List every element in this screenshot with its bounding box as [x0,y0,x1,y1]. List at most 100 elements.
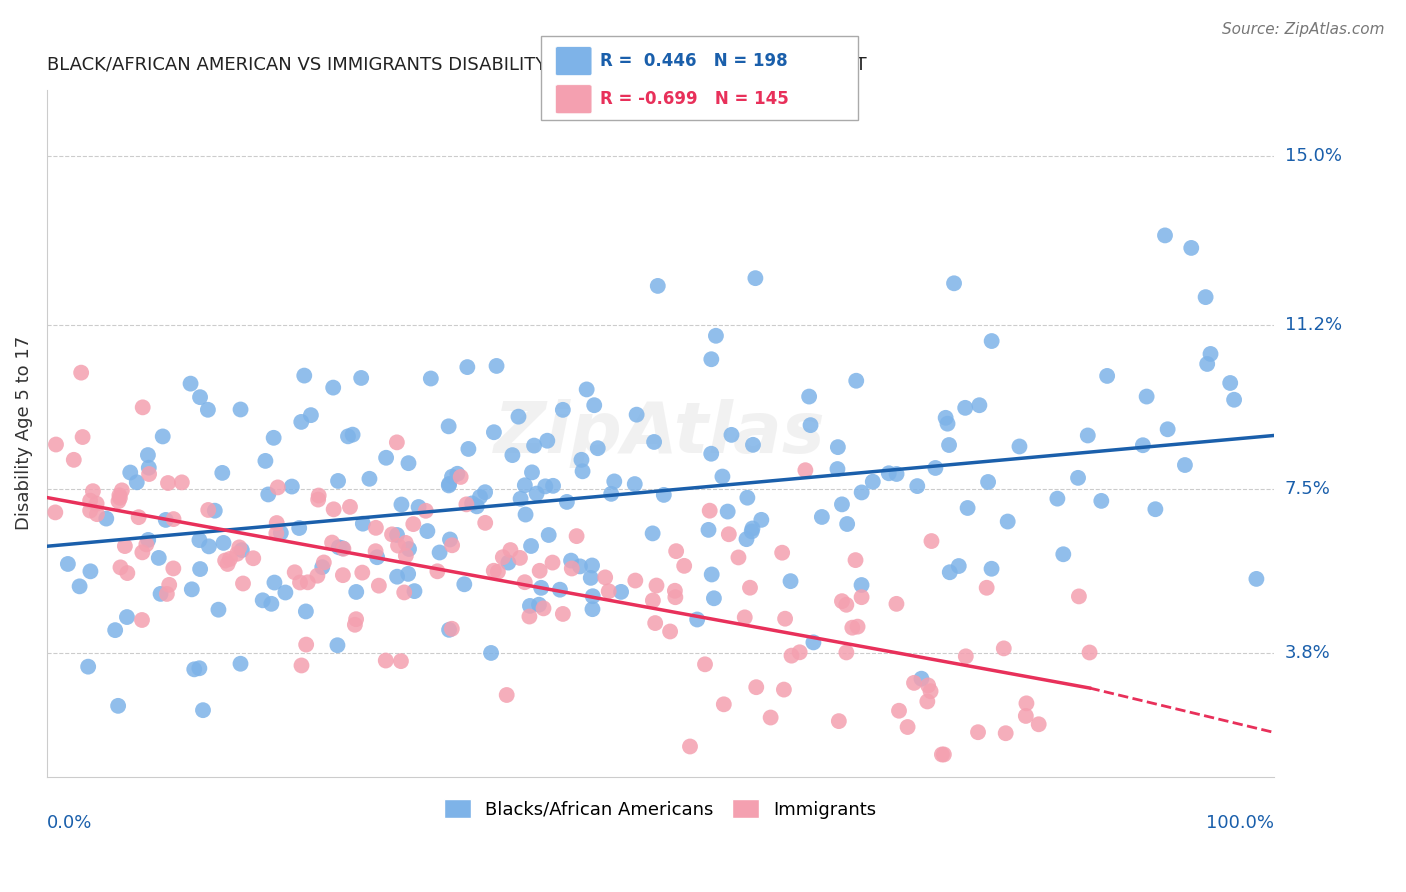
Point [1219,376,1241,390]
Point [851,590,873,604]
Point [404,584,426,599]
Point [741,524,763,539]
Point [367,579,389,593]
Point [395,549,418,563]
Point [385,570,408,584]
Point [571,464,593,478]
Point [741,521,763,535]
Point [977,475,1000,489]
Legend: Blacks/African Americans, Immigrants: Blacks/African Americans, Immigrants [437,792,884,826]
Point [515,508,537,522]
Point [131,401,153,415]
Point [326,638,349,652]
Point [117,566,139,580]
Point [62,453,84,467]
Point [398,456,420,470]
Point [1095,368,1118,383]
Point [242,551,264,566]
Point [745,680,768,694]
Point [1154,228,1177,243]
Point [905,479,928,493]
Point [111,483,134,498]
Point [86,497,108,511]
Point [828,714,851,728]
Point [711,469,734,483]
Point [79,503,101,517]
Point [734,610,756,624]
Point [198,540,221,554]
Point [96,511,118,525]
Point [641,593,664,607]
Point [344,612,367,626]
Point [659,624,682,639]
Point [290,415,312,429]
Point [148,550,170,565]
Point [482,425,505,440]
Point [920,534,942,549]
Point [437,478,460,492]
Point [1078,645,1101,659]
Text: 3.8%: 3.8% [1285,644,1330,662]
Point [779,574,801,589]
Point [385,528,408,542]
Point [976,581,998,595]
Point [252,593,274,607]
Point [82,484,104,499]
Point [343,617,366,632]
Text: 0.0%: 0.0% [46,814,93,832]
Point [339,500,361,514]
Point [228,541,250,555]
Point [374,654,396,668]
Point [337,429,360,443]
Text: BLACK/AFRICAN AMERICAN VS IMMIGRANTS DISABILITY AGE 5 TO 17 CORRELATION CHART: BLACK/AFRICAN AMERICAN VS IMMIGRANTS DIS… [46,55,866,73]
Point [827,462,849,476]
Point [1052,547,1074,561]
Point [437,419,460,434]
Point [903,676,925,690]
Point [626,408,648,422]
Point [773,612,796,626]
Point [969,398,991,412]
Point [1132,438,1154,452]
Point [284,566,307,580]
Point [180,376,202,391]
Point [149,587,172,601]
Point [86,507,108,521]
Point [529,564,551,578]
Point [877,467,900,481]
Point [742,438,765,452]
Point [713,698,735,712]
Point [513,575,536,590]
Point [292,368,315,383]
Point [474,516,496,530]
Point [162,512,184,526]
Point [188,533,211,548]
Point [207,603,229,617]
Point [509,491,531,506]
Point [157,578,180,592]
Point [980,562,1002,576]
Point [862,475,884,489]
Point [332,541,354,556]
Point [1067,471,1090,485]
Point [392,585,415,599]
Point [231,543,253,558]
Point [197,402,219,417]
Point [332,541,354,556]
Point [70,366,93,380]
Point [536,434,558,448]
Point [537,528,560,542]
Point [232,576,254,591]
Point [1194,290,1216,304]
Point [1015,697,1038,711]
Point [953,401,976,415]
Point [1067,590,1090,604]
Point [1144,502,1167,516]
Text: 11.2%: 11.2% [1285,316,1341,334]
Text: R = -0.699   N = 145: R = -0.699 N = 145 [600,90,789,108]
Point [441,538,464,552]
Point [603,475,626,489]
Point [699,504,721,518]
Point [841,621,863,635]
Point [219,552,242,566]
